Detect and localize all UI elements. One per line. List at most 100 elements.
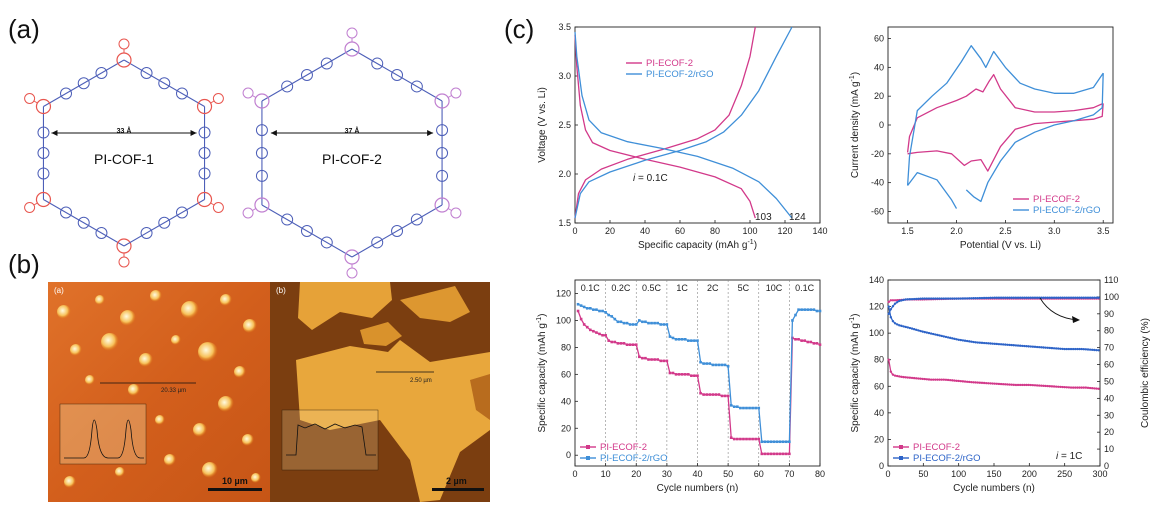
- data-point: [653, 321, 656, 325]
- data-point: [601, 309, 604, 313]
- data-point: [932, 297, 935, 300]
- data-point: [723, 394, 727, 398]
- data-point: [1006, 296, 1009, 299]
- data-point: [1029, 296, 1032, 299]
- data-point: [739, 406, 742, 410]
- data-point: [576, 302, 580, 306]
- data-point: [895, 300, 899, 304]
- x-tick-label: 120: [777, 226, 792, 236]
- x-tick-label: 50: [918, 469, 928, 479]
- legend-entry: PI-ECOF-2: [600, 442, 647, 453]
- x-tick-label: 20: [631, 469, 641, 479]
- data-point: [980, 296, 984, 300]
- data-point: [959, 297, 962, 300]
- data-point: [889, 299, 893, 302]
- data-point: [1059, 385, 1062, 389]
- legend-entry: PI-ECOF-2: [913, 442, 960, 453]
- data-point: [1042, 346, 1045, 349]
- data-point: [662, 359, 666, 363]
- data-point: [1067, 386, 1071, 389]
- data-point: [717, 393, 721, 396]
- data-point: [638, 319, 641, 322]
- x-tick-label: 10: [601, 469, 611, 479]
- data-point: [991, 382, 994, 385]
- rate-annotation: i = 1C: [1056, 451, 1082, 462]
- data-point: [778, 440, 782, 444]
- data-point: [938, 297, 941, 300]
- data-point: [1029, 383, 1032, 387]
- data-point: [650, 358, 653, 361]
- data-point: [1097, 349, 1100, 352]
- data-point: [902, 325, 905, 328]
- data-point: [656, 358, 659, 361]
- data-point: [919, 377, 922, 380]
- data-point: [711, 393, 715, 396]
- data-point: [908, 326, 912, 330]
- y-axis-label: Specific capacity (mAh g-1): [536, 313, 548, 432]
- data-point: [976, 296, 979, 300]
- y2-tick-label: 40: [1104, 393, 1114, 403]
- data-point: [800, 339, 803, 342]
- data-point: [891, 319, 895, 323]
- data-point: [912, 376, 916, 380]
- series-line: [965, 73, 1104, 203]
- data-point: [959, 379, 962, 383]
- data-point: [1050, 385, 1054, 388]
- afm-right-label: (b): [276, 286, 286, 295]
- x-tick-label: 2.0: [950, 226, 963, 236]
- data-point: [1042, 296, 1045, 299]
- data-point: [957, 297, 960, 300]
- data-point: [887, 305, 890, 308]
- data-point: [929, 332, 933, 335]
- data-point: [1012, 344, 1015, 347]
- data-point: [906, 298, 909, 301]
- data-point: [610, 340, 614, 344]
- data-point: [638, 355, 641, 359]
- data-point: [613, 317, 617, 321]
- data-point: [1008, 296, 1011, 299]
- data-point: [1095, 387, 1098, 390]
- data-point: [1057, 296, 1060, 299]
- plot-frame: [574, 26, 821, 224]
- data-point: [680, 373, 684, 376]
- data-point: [910, 376, 914, 380]
- data-point: [775, 440, 779, 444]
- data-point: [1006, 343, 1009, 346]
- data-point: [995, 342, 999, 346]
- afm-left-measure: 20.33 µm: [161, 388, 186, 394]
- data-point: [683, 338, 687, 341]
- data-point: [690, 374, 693, 377]
- data-point: [1038, 384, 1041, 387]
- y2-tick-label: 90: [1104, 309, 1114, 319]
- data-point: [708, 362, 712, 365]
- data-point: [781, 440, 785, 444]
- data-point: [1010, 343, 1013, 347]
- afm-image-left: (a) 20.33 µm 10 µm: [48, 282, 270, 502]
- data-point: [604, 311, 607, 314]
- data-point: [582, 323, 586, 326]
- data-point: [982, 381, 986, 385]
- data-point: [957, 338, 960, 341]
- data-point: [806, 308, 810, 311]
- data-point: [619, 342, 623, 345]
- y-axis-label: Current density (mA g-1): [849, 72, 861, 178]
- data-point: [631, 343, 635, 346]
- data-point: [944, 297, 948, 300]
- data-point: [1082, 296, 1085, 299]
- data-point: [641, 356, 644, 360]
- data-point: [589, 307, 592, 310]
- data-point: [668, 371, 672, 375]
- data-point: [940, 297, 943, 300]
- data-point: [887, 358, 890, 361]
- data-point: [1025, 296, 1028, 299]
- data-point: [1082, 386, 1085, 389]
- data-point: [919, 329, 922, 333]
- data-point: [906, 326, 909, 329]
- y-tick-label: 2.5: [558, 120, 571, 130]
- data-point: [1012, 383, 1015, 387]
- data-point: [917, 377, 920, 380]
- data-point: [980, 381, 984, 385]
- data-point: [671, 371, 675, 375]
- rate-label: 0.5C: [642, 283, 662, 293]
- data-point: [674, 373, 678, 376]
